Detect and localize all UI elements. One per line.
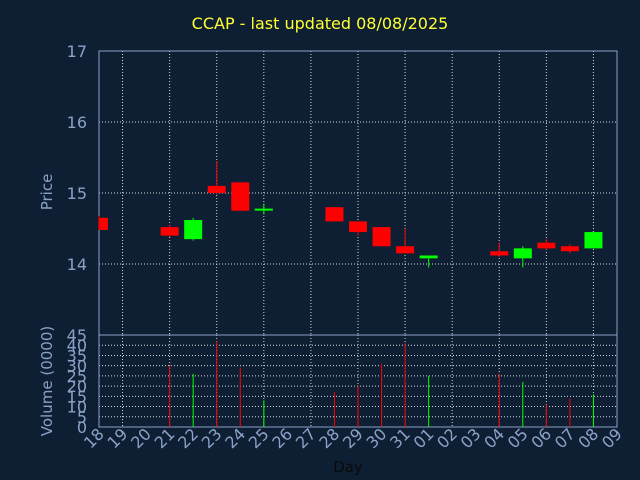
- volume-tick-label: 0: [77, 418, 87, 437]
- volume-tick-label: 45: [67, 326, 87, 345]
- candle-body: [349, 221, 367, 233]
- candle-body: [560, 246, 579, 252]
- candle-body: [490, 251, 509, 256]
- candle-body: [207, 185, 226, 193]
- candle-body: [231, 182, 250, 211]
- x-tick-label: 09: [598, 424, 626, 452]
- candle-body: [372, 227, 391, 247]
- candle-body: [513, 248, 532, 259]
- volume-tick-label: 35: [67, 346, 87, 365]
- volume-tick-label: 40: [67, 336, 87, 355]
- price-tick-label: 14: [67, 255, 87, 274]
- volume-axis-label: Volume (0000): [38, 326, 56, 436]
- chart-title: CCAP - last updated 08/08/2025: [191, 14, 449, 33]
- candle-body: [160, 227, 179, 236]
- volume-tick-label: 15: [67, 387, 87, 406]
- volume-tick-label: 20: [67, 377, 87, 396]
- price-panel: 14 15 16 17: [67, 42, 618, 336]
- volume-tick-label: 10: [67, 398, 87, 417]
- candle-body: [419, 255, 438, 259]
- x-axis-label: Day: [333, 458, 363, 476]
- candle-body: [396, 246, 415, 254]
- candle-body: [325, 207, 344, 222]
- volume-tick-label: 25: [67, 367, 87, 386]
- price-tick-label: 17: [67, 42, 87, 61]
- volume-tick-label: 30: [67, 357, 87, 376]
- price-tick-label: 15: [67, 184, 87, 203]
- price-tick-label: 16: [67, 113, 87, 132]
- candle-body: [537, 242, 556, 249]
- x-axis: 1819202122232425262728293031010203040506…: [80, 424, 626, 452]
- volume-tick-label: 5: [77, 408, 87, 427]
- candle-body: [584, 232, 603, 249]
- candle-body: [184, 219, 203, 240]
- candle-body: [99, 217, 108, 230]
- price-axis-label: Price: [38, 174, 56, 211]
- candle-body: [254, 208, 273, 211]
